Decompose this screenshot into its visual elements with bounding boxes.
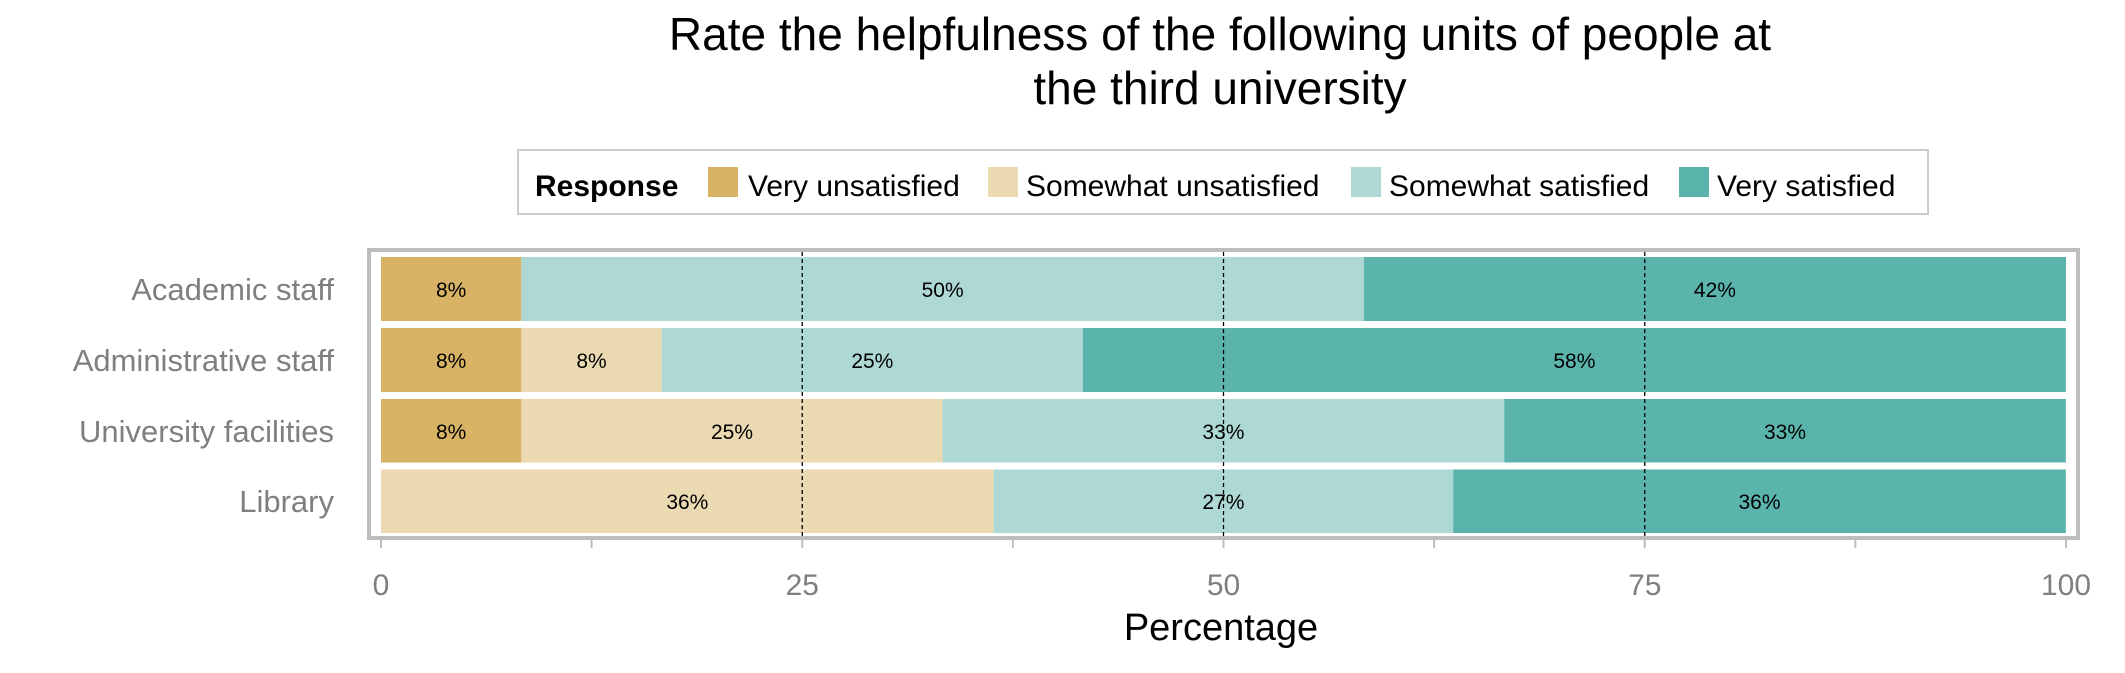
data-label: 36% xyxy=(1738,491,1780,514)
bar-segment xyxy=(1363,257,2066,321)
category-label: Administrative staff xyxy=(73,343,335,378)
category-label: Academic staff xyxy=(131,272,334,307)
data-label: 25% xyxy=(851,350,893,373)
chart-title-line-1: Rate the helpfulness of the following un… xyxy=(669,8,1771,60)
legend-swatch-3 xyxy=(1351,167,1381,197)
bar-segment xyxy=(521,328,662,392)
data-label: 36% xyxy=(666,491,708,514)
bar-segment xyxy=(1453,469,2066,533)
data-label: 8% xyxy=(576,350,606,373)
data-label: 8% xyxy=(436,350,466,373)
bar-segment xyxy=(521,399,943,463)
legend-swatch-4 xyxy=(1679,167,1709,197)
data-label: 8% xyxy=(436,279,466,302)
x-tick-label: 50 xyxy=(1207,569,1240,602)
x-tick-label: 75 xyxy=(1628,569,1661,602)
legend-label-1: Very unsatisfied xyxy=(748,170,960,203)
chart-title-line-2: the third university xyxy=(1033,62,1406,114)
data-label: 33% xyxy=(1202,421,1244,444)
x-tick-label: 0 xyxy=(373,569,390,602)
x-tick-label: 100 xyxy=(2041,569,2091,602)
bar-segment xyxy=(381,328,522,392)
bar-segment xyxy=(381,257,522,321)
data-label: 42% xyxy=(1694,279,1736,302)
data-label: 58% xyxy=(1553,350,1595,373)
legend-title: Response xyxy=(535,170,678,203)
bar-segment xyxy=(661,328,1083,392)
legend: Response Very unsatisfied Somewhat unsati… xyxy=(517,149,1929,215)
legend-swatch-1 xyxy=(708,167,738,197)
data-label: 27% xyxy=(1202,491,1244,514)
category-label: Library xyxy=(239,484,334,519)
legend-label-3: Somewhat satisfied xyxy=(1389,170,1649,203)
x-tick-label: 25 xyxy=(786,569,819,602)
x-axis-title: Percentage xyxy=(1124,607,1318,649)
bar-segment xyxy=(381,469,994,533)
data-label: 25% xyxy=(711,421,753,444)
data-label: 8% xyxy=(436,421,466,444)
data-label: 50% xyxy=(922,279,964,302)
legend-swatch-2 xyxy=(988,167,1018,197)
bar-segment xyxy=(381,399,522,463)
legend-label-2: Somewhat unsatisfied xyxy=(1026,170,1320,203)
plot-area: 8% 50% 42% Academic staff 8% 8% 25% 58% Administ… xyxy=(73,248,2091,602)
bar-segment xyxy=(1504,399,2066,463)
legend-label-4: Very satisfied xyxy=(1717,170,1895,203)
category-label: University facilities xyxy=(79,414,334,449)
data-label: 33% xyxy=(1764,421,1806,444)
bar-segment xyxy=(1082,328,2066,392)
